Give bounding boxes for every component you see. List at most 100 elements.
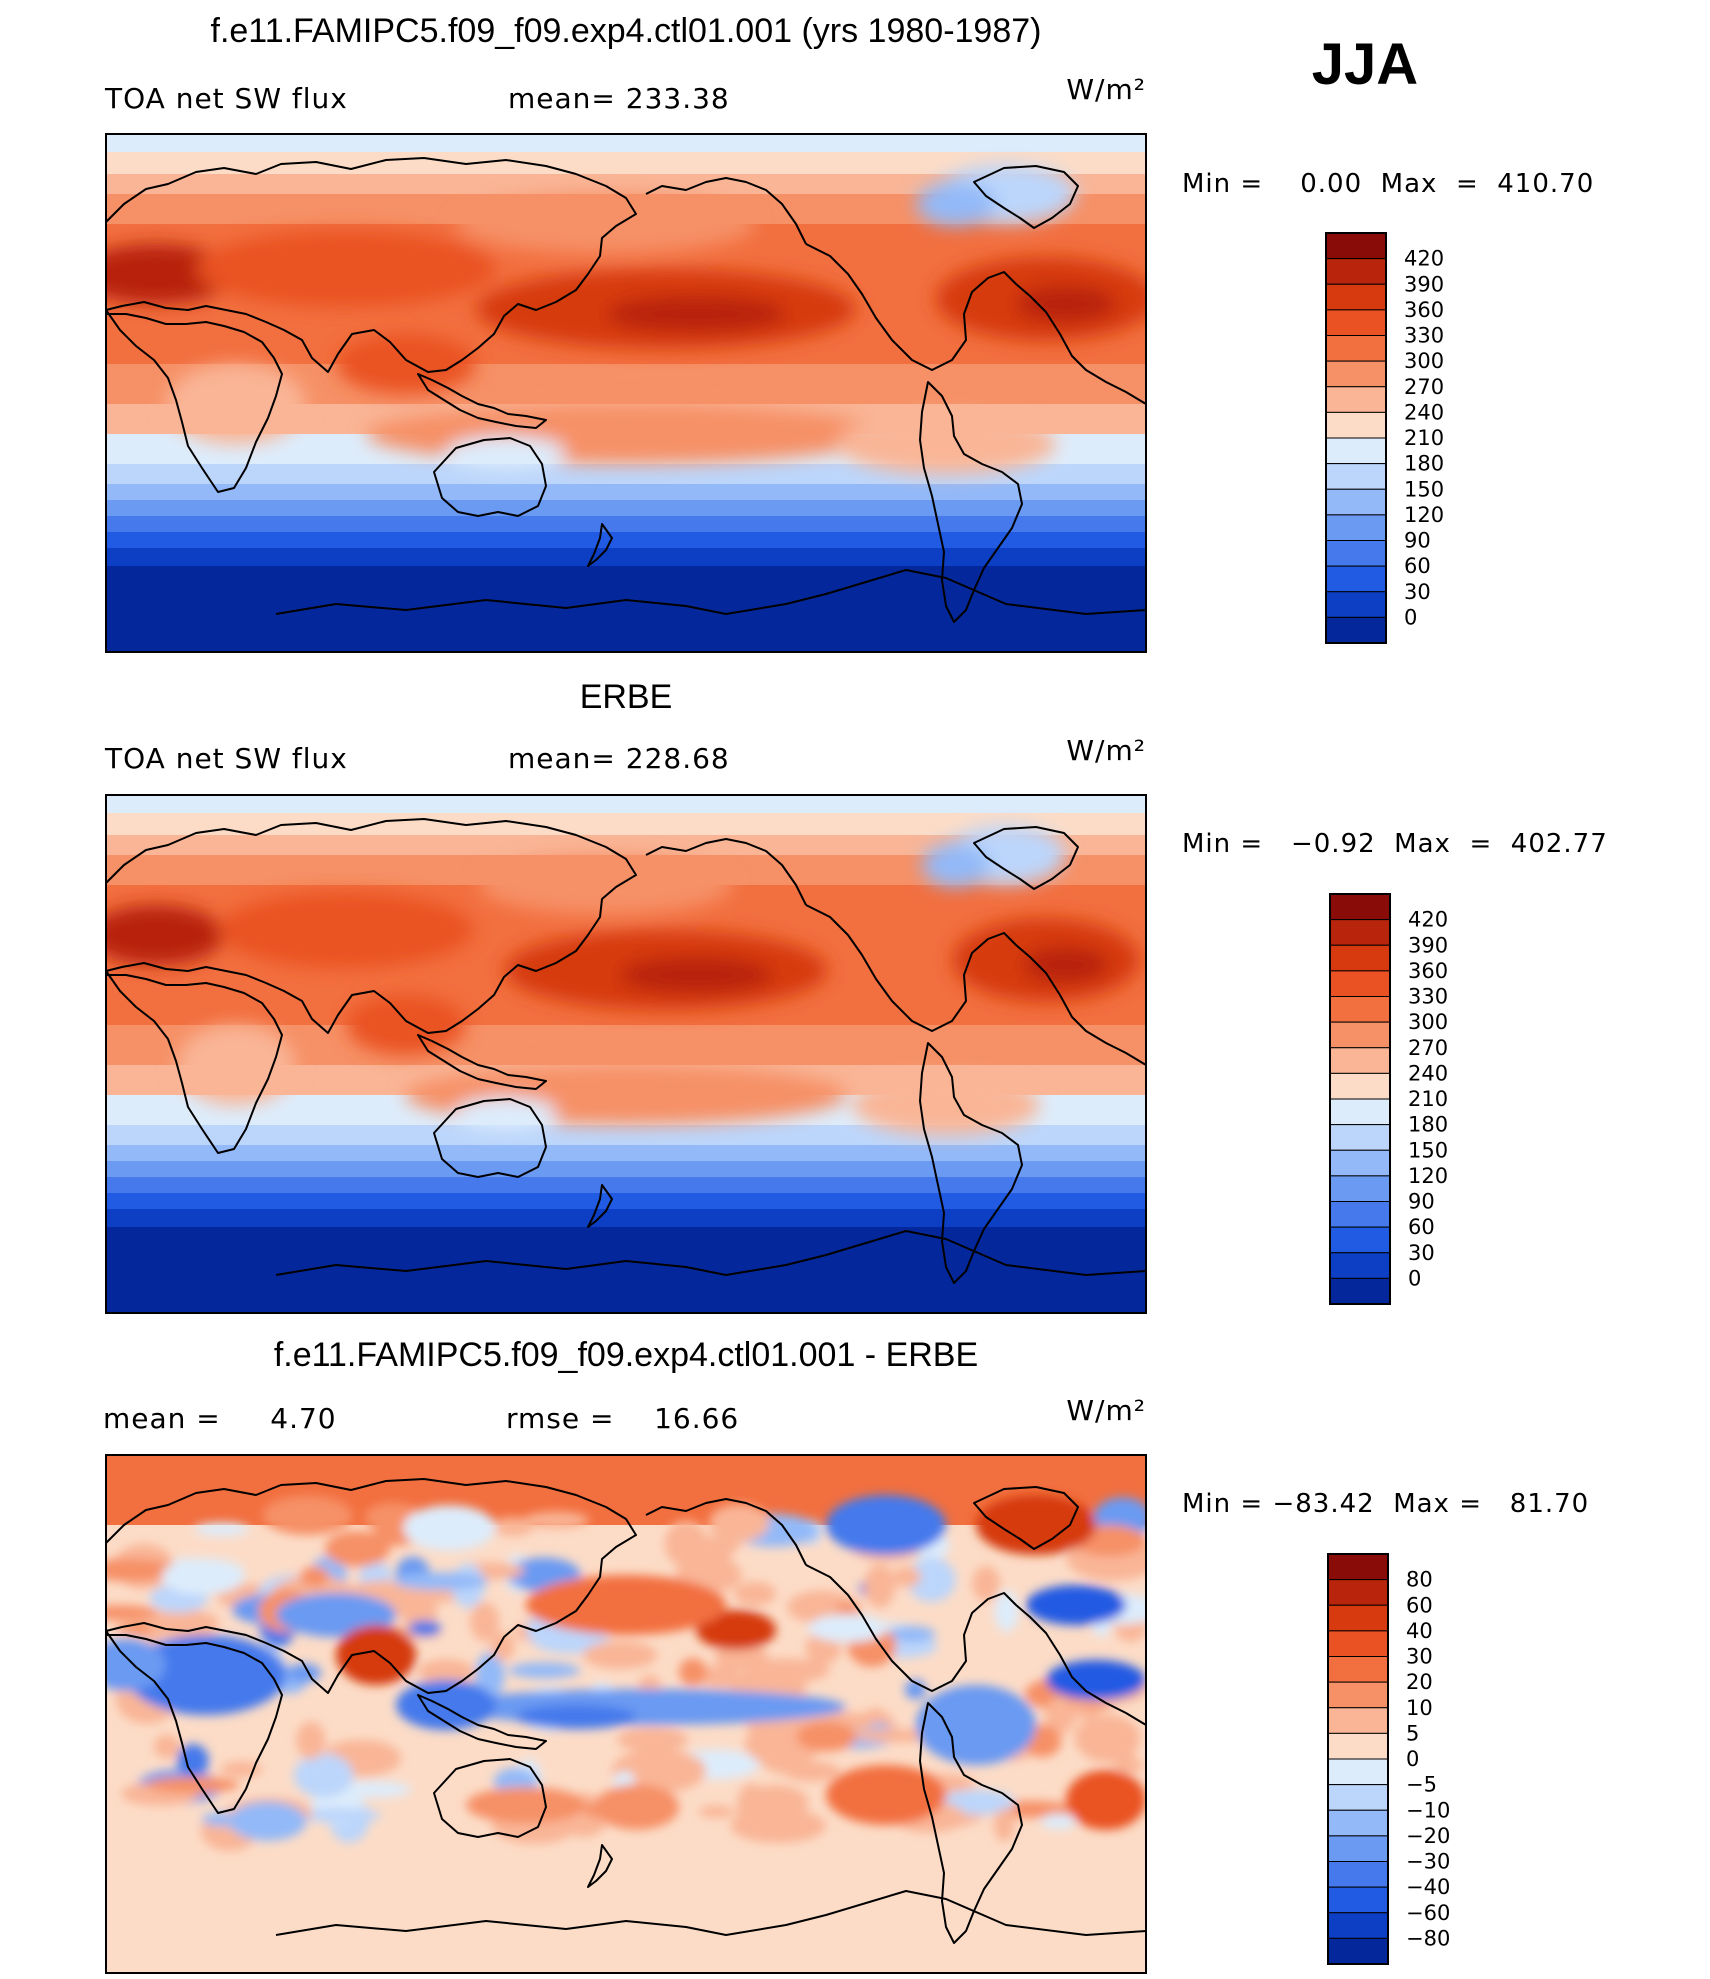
coastline bbox=[805, 243, 1147, 405]
colorbar-swatch bbox=[1327, 1681, 1389, 1709]
colorbar-tick-label: 0 bbox=[1404, 605, 1417, 629]
colorbar-swatch bbox=[1329, 919, 1391, 946]
colorbar-tick-label: 210 bbox=[1408, 1087, 1448, 1111]
panel-diff-map bbox=[105, 1454, 1147, 1974]
coastline bbox=[417, 1694, 547, 1750]
colorbar-tick-label: 300 bbox=[1404, 349, 1444, 373]
map-fill-blob bbox=[393, 1572, 488, 1591]
colorbar-swatch bbox=[1329, 1021, 1391, 1049]
map-fill-blob bbox=[664, 1520, 708, 1568]
colorbar-tick-label: 60 bbox=[1406, 1593, 1433, 1617]
coastline bbox=[919, 381, 1023, 623]
colorbar-swatch bbox=[1329, 970, 1391, 997]
map-fill-blob bbox=[743, 1658, 830, 1683]
map-fill-band bbox=[106, 813, 1146, 835]
map-fill-blob bbox=[446, 1689, 846, 1725]
colorbar-swatch bbox=[1325, 309, 1387, 336]
map-fill-band bbox=[106, 566, 1146, 652]
map-fill-blob bbox=[446, 436, 566, 468]
colorbar-swatch bbox=[1325, 232, 1387, 260]
coastline bbox=[645, 838, 807, 906]
colorbar-tick-label: 240 bbox=[1408, 1061, 1448, 1085]
colorbar-swatch bbox=[1325, 411, 1387, 439]
colorbar-tick-label: 180 bbox=[1408, 1113, 1448, 1137]
colorbar-tick-label: −10 bbox=[1406, 1798, 1450, 1822]
map-fill-blob bbox=[106, 1605, 159, 1621]
panel-diff-rmse: rmse = 16.66 bbox=[506, 1402, 739, 1435]
colorbar-tick-label: 120 bbox=[1408, 1164, 1448, 1188]
map-fill-band bbox=[106, 1227, 1146, 1313]
colorbar-swatch bbox=[1329, 893, 1391, 921]
map-fill-blob bbox=[1114, 1758, 1144, 1773]
colorbar-tick-label: −80 bbox=[1406, 1926, 1450, 1950]
colorbar-swatch bbox=[1327, 1579, 1389, 1606]
map-fill-blob bbox=[346, 995, 466, 1055]
colorbar-swatch bbox=[1327, 1886, 1389, 1914]
coastline bbox=[433, 437, 547, 517]
map-fill-blob bbox=[1066, 1770, 1146, 1830]
map-fill-blob bbox=[396, 1680, 496, 1730]
colorbar-swatch bbox=[1327, 1604, 1389, 1632]
colorbar-tick-label: 90 bbox=[1404, 529, 1431, 553]
colorbar-tick-label: 30 bbox=[1406, 1645, 1433, 1669]
coastline bbox=[105, 970, 283, 1154]
colorbar-tick-label: 330 bbox=[1408, 985, 1448, 1009]
map-fill-blob bbox=[523, 1511, 590, 1529]
map-fill-blob bbox=[366, 404, 886, 464]
map-fill-blob bbox=[478, 855, 734, 915]
colorbar-swatch bbox=[1329, 1098, 1391, 1126]
map-fill-blob bbox=[106, 1639, 166, 1691]
map-fill-blob bbox=[699, 1664, 741, 1688]
map-fill-band bbox=[106, 500, 1146, 516]
map-fill-blob bbox=[678, 1658, 707, 1686]
map-fill-blob bbox=[166, 364, 306, 444]
colorbar-tick-label: 300 bbox=[1408, 1010, 1448, 1034]
colorbar-tick-label: 0 bbox=[1406, 1747, 1419, 1771]
panel-obs-minmax: Min = −0.92 Max = 402.77 bbox=[1182, 829, 1608, 859]
map-fill-blob bbox=[336, 1625, 416, 1685]
panel-diff-map-frame bbox=[105, 1454, 1147, 1974]
map-fill-band bbox=[106, 152, 1146, 174]
panel-diff-units: W/m² bbox=[1066, 1394, 1146, 1427]
coastline bbox=[973, 1486, 1079, 1550]
colorbar-swatch bbox=[1329, 1277, 1391, 1305]
map-fill-blob bbox=[325, 1531, 391, 1567]
panel-model-minmax: Min = 0.00 Max = 410.70 bbox=[1182, 169, 1594, 199]
colorbar-tick-label: 270 bbox=[1408, 1036, 1448, 1060]
colorbar-tick-label: 360 bbox=[1404, 298, 1444, 322]
map-fill-blob bbox=[106, 905, 224, 965]
colorbar-swatch bbox=[1325, 437, 1387, 465]
map-fill-blob bbox=[296, 1721, 326, 1760]
map-fill-blob bbox=[922, 843, 990, 887]
colorbar-swatch bbox=[1329, 1072, 1391, 1100]
coastline bbox=[587, 1184, 613, 1228]
coastline bbox=[973, 826, 1079, 890]
colorbar-swatch bbox=[1325, 565, 1387, 593]
map-fill-blob bbox=[1023, 947, 1109, 983]
colorbar-tick-label: 420 bbox=[1408, 908, 1448, 932]
colorbar-tick-label: −60 bbox=[1406, 1901, 1450, 1925]
panel-model-map-frame bbox=[105, 133, 1147, 653]
map-fill-blob bbox=[161, 1558, 245, 1595]
colorbar-swatch bbox=[1329, 1201, 1391, 1228]
colorbar-swatch bbox=[1325, 591, 1387, 618]
map-fill-blob bbox=[177, 1744, 209, 1777]
panel-diff-minmax: Min = −83.42 Max = 81.70 bbox=[1182, 1489, 1589, 1519]
map-fill-blob bbox=[733, 1581, 777, 1606]
map-fill-blob bbox=[796, 1721, 857, 1752]
map-fill-blob bbox=[916, 1685, 1036, 1765]
coastline bbox=[275, 1890, 1147, 1936]
panel-model-map bbox=[105, 133, 1147, 653]
colorbar-tick-label: 270 bbox=[1404, 375, 1444, 399]
colorbar-frame bbox=[1325, 232, 1387, 644]
map-fill-blob bbox=[885, 1625, 936, 1643]
colorbar-tick-label: 30 bbox=[1408, 1241, 1435, 1265]
colorbar-swatch bbox=[1325, 283, 1387, 311]
map-fill-blob bbox=[455, 1097, 557, 1129]
colorbar-swatch bbox=[1329, 944, 1391, 972]
map-fill-blob bbox=[1046, 1660, 1146, 1700]
map-fill-blob bbox=[300, 1566, 330, 1587]
panel-model-mean: mean= 233.38 bbox=[508, 82, 730, 115]
